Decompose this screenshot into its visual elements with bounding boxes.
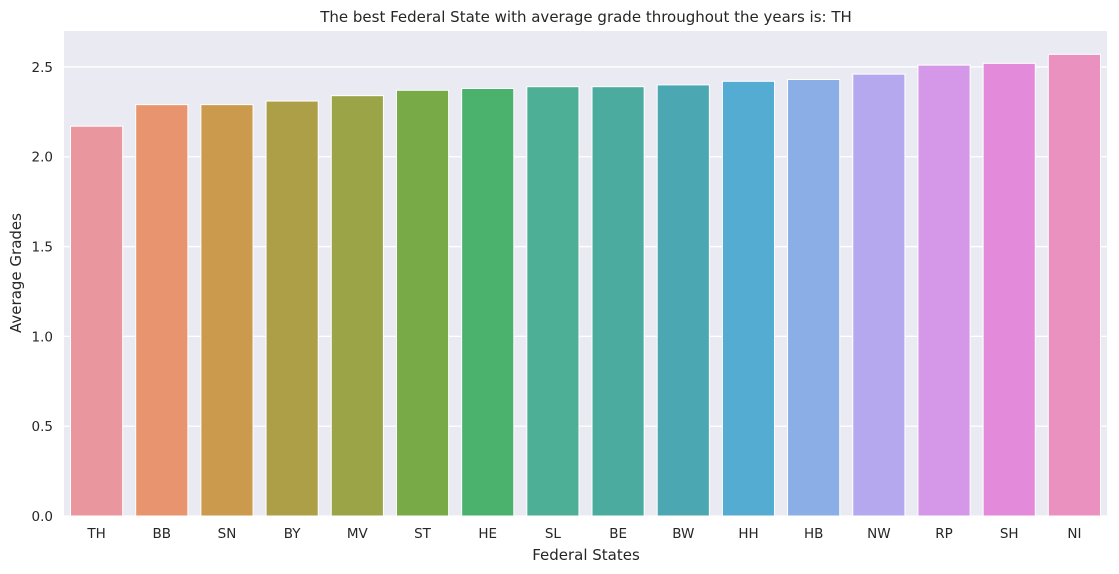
y-tick-label: 1.0 — [32, 329, 53, 345]
y-tick-label: 2.5 — [32, 60, 53, 76]
bar-bb — [135, 104, 189, 517]
y-tick-label: 0.5 — [32, 419, 53, 435]
y-tick-label: 0.0 — [32, 509, 53, 525]
x-tick-labels: TH BB SN BY MV ST HE SL BE BW HH HB NW RP SH NI — [86, 526, 1081, 542]
y-tick-labels: 0.0 0.5 1.0 1.5 2.0 2.5 — [32, 60, 53, 525]
bar-rp — [917, 64, 971, 517]
x-tick-label: BW — [672, 526, 694, 542]
bar-hh — [721, 80, 776, 517]
bar-hb — [787, 79, 841, 517]
x-axis-label: Federal States — [532, 546, 640, 564]
x-tick-label: SH — [1000, 526, 1019, 542]
bar-sh — [982, 62, 1036, 517]
x-tick-label: BY — [284, 526, 302, 542]
x-tick-label: BB — [153, 526, 172, 542]
bar-st — [395, 89, 450, 517]
x-tick-label: SL — [545, 526, 562, 542]
chart-title: The best Federal State with average grad… — [319, 8, 852, 26]
y-axis-label: Average Grades — [7, 213, 25, 333]
x-tick-label: MV — [347, 526, 369, 542]
bar-nw — [852, 73, 906, 517]
x-tick-label: ST — [414, 526, 432, 542]
x-tick-label: HE — [478, 526, 497, 542]
bars — [70, 53, 1101, 517]
x-tick-label: HB — [804, 526, 823, 542]
x-tick-label: RP — [935, 526, 953, 542]
bar-he — [461, 87, 515, 517]
bar-sl — [526, 86, 580, 517]
x-tick-label: NW — [867, 526, 890, 542]
x-tick-label: NI — [1067, 526, 1081, 542]
bar-th — [70, 125, 124, 517]
x-tick-label: SN — [218, 526, 237, 542]
bar-mv — [330, 95, 384, 517]
x-tick-label: TH — [86, 526, 105, 542]
y-tick-label: 1.5 — [32, 240, 53, 256]
y-tick-label: 2.0 — [32, 150, 53, 166]
bar-ni — [1047, 53, 1101, 517]
bar-by — [265, 100, 319, 517]
bar-bw — [656, 84, 710, 517]
x-tick-label: HH — [738, 526, 758, 542]
x-tick-label: BE — [609, 526, 627, 542]
bar-be — [591, 86, 645, 517]
bar-sn — [200, 104, 254, 517]
